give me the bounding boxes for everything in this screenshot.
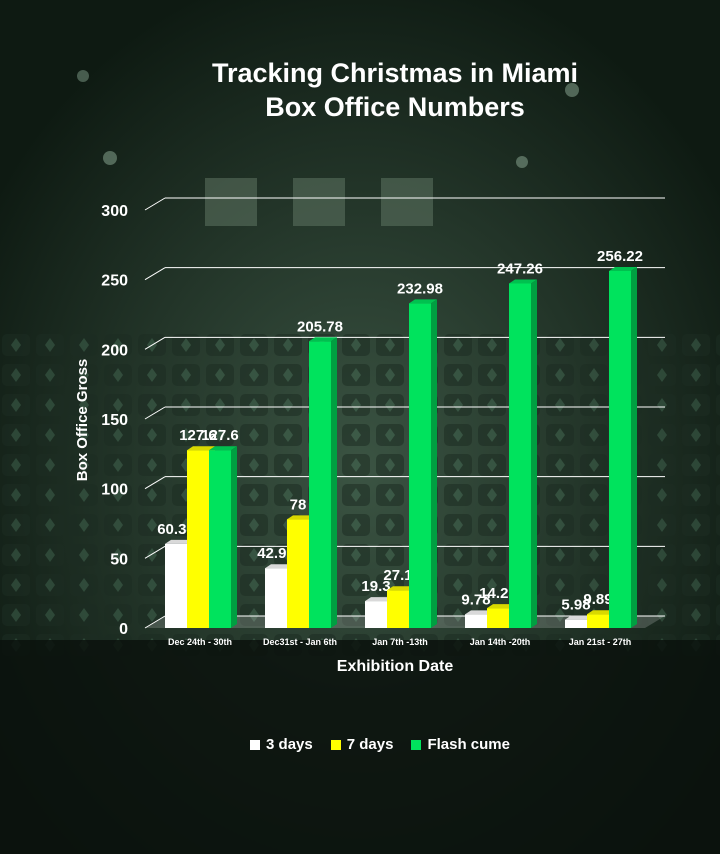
bar — [209, 450, 231, 628]
chart-title-line-2: Box Office Numbers — [265, 92, 525, 122]
gridline-diagonal — [144, 197, 166, 211]
y-tick-label: 250 — [101, 273, 128, 290]
bar — [487, 608, 509, 628]
legend-swatch-flash-cume — [411, 739, 422, 750]
data-label: 9.89 — [583, 591, 612, 608]
bar — [465, 614, 487, 628]
bar-side — [631, 267, 637, 628]
bar-side — [531, 279, 537, 628]
legend: 3 days 7 days Flash cume — [0, 736, 720, 753]
legend-item-flash-cume: Flash cume — [411, 736, 510, 753]
bar-side — [331, 337, 337, 628]
y-axis-label: Box Office Gross — [74, 359, 91, 482]
legend-swatch-7-days — [330, 739, 341, 750]
data-label: 60.38 — [157, 521, 195, 538]
bar — [387, 590, 409, 628]
y-tick-label: 300 — [101, 203, 128, 220]
bar — [265, 568, 287, 628]
x-tick-label: Dec 24th - 30th — [168, 637, 232, 647]
bar — [365, 601, 387, 628]
bar — [609, 271, 631, 628]
bar-top — [209, 446, 237, 451]
bar-top — [609, 267, 637, 272]
legend-item-7-days: 7 days — [330, 736, 394, 753]
data-label: 27.1 — [383, 567, 412, 584]
bar — [509, 283, 531, 628]
y-tick-label: 150 — [101, 412, 128, 429]
data-label: 205.78 — [297, 318, 343, 335]
gridline-diagonal — [144, 336, 166, 350]
data-label: 247.26 — [497, 260, 543, 277]
x-tick-label: Jan 21st - 27th — [569, 637, 632, 647]
data-label: 127.6 — [179, 427, 217, 444]
data-label: 9.78 — [461, 591, 490, 608]
gridline-diagonal — [144, 406, 166, 420]
bar — [187, 450, 209, 628]
y-tick-label: 50 — [110, 551, 128, 568]
bar-top — [487, 604, 515, 609]
data-label: 232.98 — [397, 280, 443, 297]
bar-top — [265, 564, 293, 569]
data-label: 14.25 — [479, 585, 517, 602]
legend-item-3-days: 3 days — [250, 736, 313, 753]
y-tick-label: 200 — [101, 342, 128, 359]
bar — [565, 619, 587, 628]
bar-top — [465, 610, 493, 615]
bar — [309, 341, 331, 628]
y-tick-label: 100 — [101, 482, 128, 499]
bar-side — [431, 299, 437, 628]
x-tick-label: Jan 7th -13th — [372, 637, 428, 647]
data-label: 256.22 — [597, 248, 643, 265]
x-tick-label: Dec31st - Jan 6th — [263, 637, 337, 647]
data-label: 5.98 — [561, 597, 590, 614]
bar-top — [287, 515, 315, 520]
data-label: 127.6 — [201, 427, 239, 444]
chart-title-line-1: Tracking Christmas in Miami — [211, 58, 579, 88]
x-axis-label: Exhibition Date — [337, 658, 454, 675]
gridline-diagonal — [144, 615, 166, 629]
bar-side — [231, 446, 237, 628]
bar — [587, 614, 609, 628]
bar-top — [587, 610, 615, 615]
y-tick-label: 0 — [119, 621, 128, 638]
bar-top — [387, 586, 415, 591]
data-label: 42.91 — [257, 545, 295, 562]
legend-swatch-3-days — [250, 739, 261, 750]
gridline-diagonal — [144, 476, 166, 490]
bar-top — [565, 615, 593, 620]
bar-top — [309, 337, 337, 342]
legend-label-7-days: 7 days — [346, 736, 394, 753]
data-label: 78 — [290, 496, 307, 513]
bar-top — [165, 539, 193, 544]
bar-top — [187, 446, 215, 451]
bar — [287, 519, 309, 628]
bar — [409, 303, 431, 628]
bar-top — [365, 597, 393, 602]
bar — [165, 543, 187, 628]
x-tick-label: Jan 14th -20th — [470, 637, 531, 647]
bar-top — [409, 299, 437, 304]
legend-label-flash-cume: Flash cume — [427, 736, 510, 753]
data-label: 19.3 — [361, 578, 390, 595]
bar-top — [509, 279, 537, 284]
gridline-diagonal — [144, 545, 166, 559]
gridline-diagonal — [144, 267, 166, 281]
legend-label-3-days: 3 days — [266, 736, 313, 753]
